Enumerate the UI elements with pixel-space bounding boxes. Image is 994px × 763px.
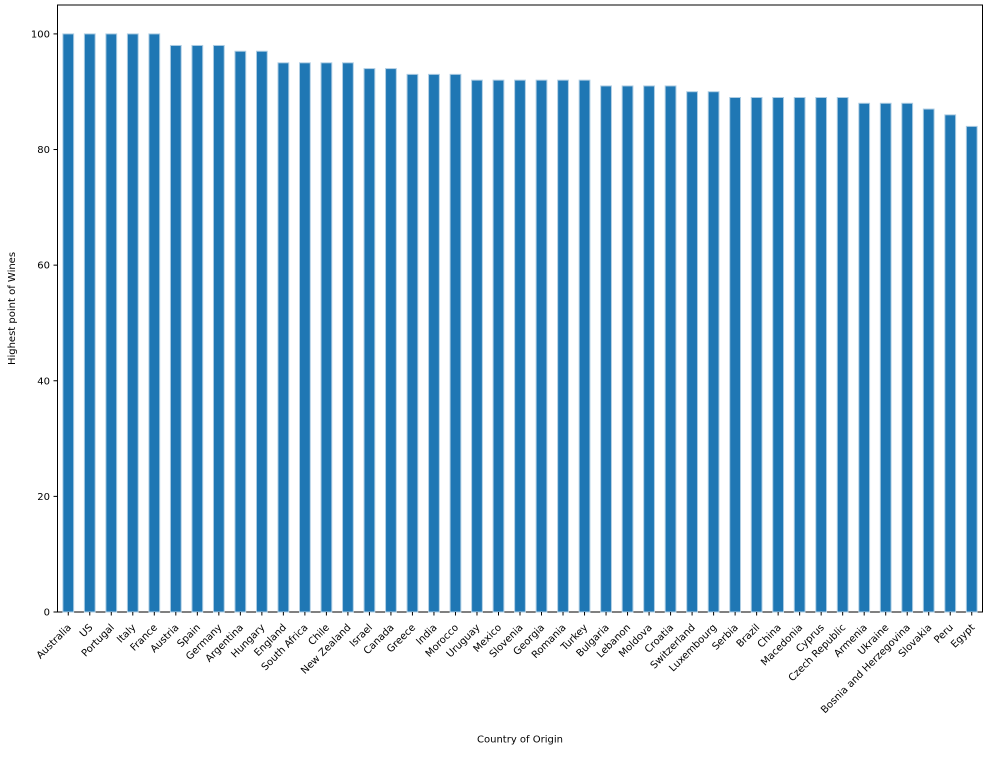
- bar-armenia: [858, 102, 871, 613]
- y-tick-label-0: 0: [44, 608, 50, 619]
- bar-israel: [363, 68, 376, 613]
- bar-canada: [385, 68, 397, 613]
- bar-brazil: [750, 97, 763, 613]
- bar-france: [148, 33, 161, 613]
- bar-bulgaria: [600, 85, 612, 613]
- bar-romania: [557, 79, 569, 613]
- bar-south-africa: [299, 62, 311, 613]
- bar-croatia: [664, 85, 677, 613]
- bar-new-zealand: [342, 62, 354, 613]
- bar-slovenia: [514, 79, 526, 613]
- bar-india: [428, 73, 440, 613]
- bar-hungary: [255, 50, 268, 613]
- x-tick-label-egypt: Egypt: [949, 622, 977, 650]
- bar-ukraine: [879, 102, 892, 613]
- bar-turkey: [578, 79, 591, 613]
- y-axis-label: Highest point of Wines: [7, 252, 18, 365]
- bar-germany: [212, 44, 225, 613]
- y-tick-label-60: 60: [37, 261, 50, 272]
- bar-lebanon: [621, 85, 634, 613]
- bar-australia: [62, 33, 75, 613]
- bar-england: [277, 62, 290, 613]
- bar-uruguay: [471, 79, 483, 613]
- bar-switzerland: [686, 91, 698, 613]
- bar-egypt: [965, 125, 978, 613]
- bar-italy: [126, 33, 139, 613]
- ticks-group: [53, 33, 973, 616]
- bar-bosnia-and-herzegovina: [901, 102, 914, 613]
- bar-slovakia: [922, 108, 935, 613]
- bar-spain: [191, 44, 204, 613]
- bar-us: [83, 33, 96, 613]
- y-tick-label-80: 80: [37, 145, 50, 156]
- bar-argentina: [234, 50, 247, 613]
- bar-greece: [406, 73, 419, 613]
- bar-luxembourg: [707, 91, 720, 613]
- bar-moldova: [643, 85, 655, 613]
- bar-georgia: [535, 79, 548, 613]
- x-tick-label-us: US: [78, 622, 95, 639]
- bar-austria: [169, 44, 182, 613]
- bar-serbia: [729, 97, 741, 613]
- bar-mexico: [492, 79, 505, 613]
- bar-portugal: [105, 33, 118, 613]
- bar-chile: [320, 62, 333, 613]
- x-tick-label-australia: Australia: [35, 622, 74, 661]
- bar-morocco: [449, 73, 462, 613]
- y-tick-label-100: 100: [31, 29, 50, 40]
- bars-group: [62, 33, 978, 613]
- bar-china: [772, 97, 785, 613]
- bar-peru: [944, 114, 957, 613]
- x-axis-label: Country of Origin: [477, 735, 563, 746]
- y-tick-label-20: 20: [37, 492, 50, 503]
- bar-macedonia: [793, 97, 806, 613]
- bar-czech-republic: [836, 97, 849, 613]
- bar-cyprus: [815, 97, 828, 613]
- y-tick-label-40: 40: [37, 376, 50, 387]
